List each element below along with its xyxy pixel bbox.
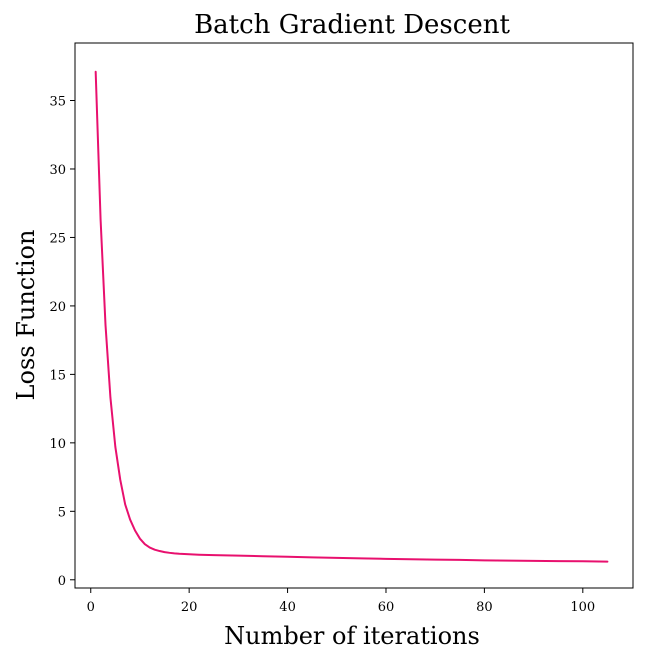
y-tick-label: 25 <box>49 231 66 246</box>
y-axis-ticks: 0 5 10 15 20 25 30 35 <box>49 95 75 589</box>
x-axis-ticks: 0 20 40 60 80 100 <box>87 588 595 615</box>
y-axis-label: Loss Function <box>12 230 40 401</box>
y-tick-label: 20 <box>49 300 66 315</box>
y-tick-label: 5 <box>58 505 66 520</box>
plot-area <box>74 42 634 589</box>
x-tick-label: 20 <box>181 600 198 615</box>
x-tick-label: 60 <box>378 600 395 615</box>
chart-title: Batch Gradient Descent <box>194 10 510 40</box>
y-tick-label: 0 <box>58 574 66 589</box>
loss-line <box>94 70 609 563</box>
y-tick-label: 35 <box>49 95 66 110</box>
x-tick-label: 0 <box>87 600 95 615</box>
x-tick-label: 40 <box>279 600 296 615</box>
y-tick-label: 30 <box>49 163 66 178</box>
y-tick-label: 15 <box>49 368 66 383</box>
x-axis-label: Number of iterations <box>224 622 480 650</box>
x-tick-label: 80 <box>476 600 493 615</box>
y-tick-label: 10 <box>49 437 66 452</box>
x-tick-label: 100 <box>570 600 595 615</box>
